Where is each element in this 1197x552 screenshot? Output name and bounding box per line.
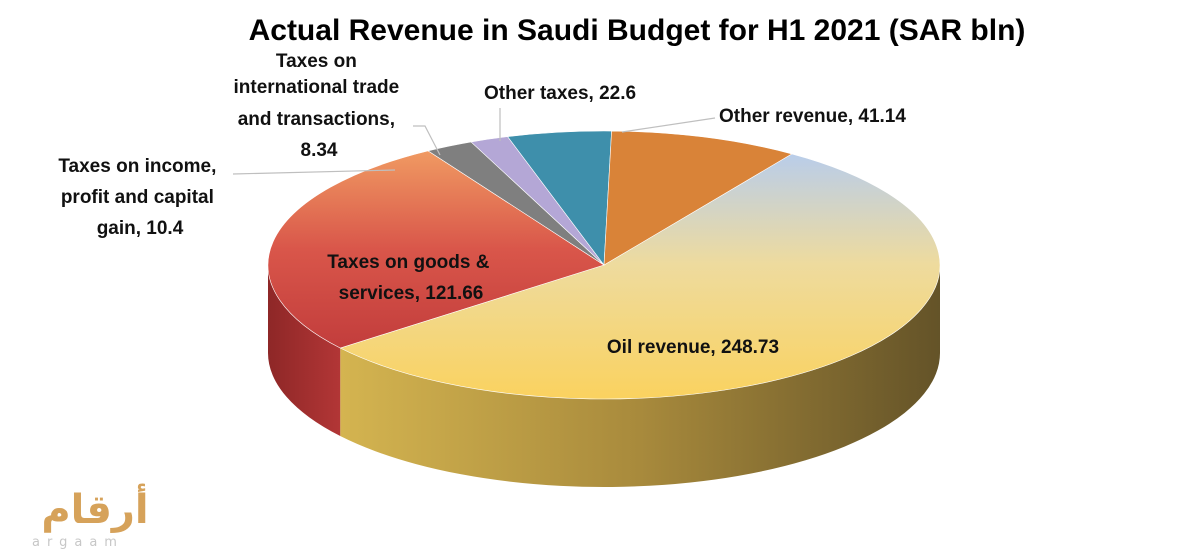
label-other-revenue: Other revenue, 41.14	[719, 106, 906, 127]
label-taxes-international-trade: Taxes on international trade and transac…	[233, 51, 404, 161]
label-taxes-income: Taxes on income, profit and capital gain…	[58, 156, 221, 239]
pie-slice-taxes-goods-services	[267, 150, 605, 349]
pie-slice-oil-revenue	[339, 153, 941, 400]
svg-text:أرقام: أرقام	[41, 483, 148, 533]
leader-taxes-international-trade	[413, 125, 441, 156]
svg-text:argaam: argaam	[32, 535, 124, 550]
pie-side-oil-revenue	[340, 265, 940, 488]
label-taxes-goods-services: Taxes on goods & services, 121.66	[327, 252, 495, 304]
chart-title: Actual Revenue in Saudi Budget for H1 20…	[249, 14, 1026, 47]
argaam-logo: أرقام argaam	[32, 483, 149, 550]
pie-side-taxes-goods-services	[268, 265, 341, 437]
leader-lines	[232, 108, 716, 175]
pie-slices	[267, 130, 941, 488]
label-oil-revenue: Oil revenue, 248.73	[607, 337, 779, 358]
label-other-taxes: Other taxes, 22.6	[484, 83, 636, 104]
leader-taxes-income	[232, 169, 396, 175]
leader-other-revenue	[621, 117, 716, 133]
